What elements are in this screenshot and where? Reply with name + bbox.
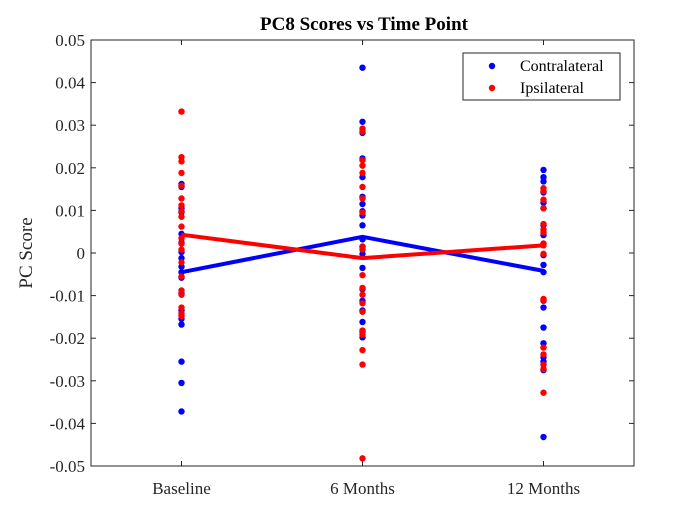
data-point-ipsilateral xyxy=(178,169,185,177)
data-point-contralateral xyxy=(178,408,185,415)
mean-line-contralateral xyxy=(181,234,544,275)
legend-marker-ipsilateral xyxy=(488,84,496,92)
legend-label-contralateral: Contralateral xyxy=(520,58,604,75)
plot-area: -0.05 -0.04 -0.03 -0.02 -0.01 0 0.01 0.02 0.03 0.… xyxy=(50,31,635,498)
data-point-contralateral xyxy=(540,324,547,331)
data-point-ipsilateral xyxy=(359,300,366,307)
y-tick-label: -0.03 xyxy=(50,372,85,391)
data-point-contralateral xyxy=(359,318,366,326)
data-point-ipsilateral xyxy=(540,389,547,396)
y-tick-label: -0.05 xyxy=(50,457,85,476)
data-point-ipsilateral xyxy=(359,284,366,292)
data-point-contralateral xyxy=(359,64,366,71)
data-point-ipsilateral xyxy=(540,365,547,373)
legend-marker-contralateral xyxy=(488,62,496,70)
data-point-ipsilateral xyxy=(178,213,185,220)
data-point-ipsilateral xyxy=(178,259,185,266)
data-point-contralateral xyxy=(540,261,547,269)
data-point-ipsilateral xyxy=(359,291,366,298)
x-tick-label: 12 Months xyxy=(507,479,580,498)
data-point-ipsilateral xyxy=(540,297,547,304)
data-point-ipsilateral xyxy=(359,308,366,315)
data-point-ipsilateral xyxy=(178,202,185,209)
data-point-ipsilateral xyxy=(178,223,185,230)
data-point-ipsilateral xyxy=(178,208,185,215)
data-point-ipsilateral xyxy=(359,128,366,135)
data-point-ipsilateral xyxy=(359,162,366,169)
x-tick-label: 6 Months xyxy=(330,479,395,498)
data-point-ipsilateral xyxy=(540,344,547,351)
y-tick-label: 0.04 xyxy=(55,74,85,93)
y-tick-label: -0.02 xyxy=(50,329,85,348)
legend-label-ipsilateral: Ipsilateral xyxy=(520,80,585,97)
data-point-ipsilateral xyxy=(359,183,366,191)
data-point-contralateral xyxy=(178,358,185,365)
data-point-contralateral xyxy=(178,321,185,328)
data-point-ipsilateral xyxy=(178,240,185,247)
data-point-contralateral xyxy=(540,178,547,185)
data-point-ipsilateral xyxy=(359,271,366,279)
data-point-ipsilateral xyxy=(359,209,366,216)
data-point-ipsilateral xyxy=(178,312,185,320)
data-point-ipsilateral xyxy=(178,273,185,280)
y-tick-label: 0 xyxy=(77,244,86,263)
data-point-ipsilateral xyxy=(178,158,185,165)
chart-title: PC8 Scores vs Time Point xyxy=(260,14,469,35)
data-point-ipsilateral xyxy=(540,220,547,228)
y-tick-label: 0.03 xyxy=(55,116,85,135)
data-point-ipsilateral xyxy=(359,246,366,253)
y-tick-label: -0.04 xyxy=(50,414,86,433)
y-tick-label: 0.01 xyxy=(55,201,85,220)
data-point-ipsilateral xyxy=(178,182,185,189)
y-tick-label: 0.05 xyxy=(55,31,85,50)
data-point-contralateral xyxy=(540,166,547,174)
data-point-ipsilateral xyxy=(359,455,366,462)
data-point-ipsilateral xyxy=(540,250,547,258)
data-point-contralateral xyxy=(359,118,366,125)
data-point-ipsilateral xyxy=(178,304,185,311)
data-point-ipsilateral xyxy=(178,246,185,253)
data-point-ipsilateral xyxy=(540,351,547,358)
data-point-contralateral xyxy=(178,379,185,387)
data-point-contralateral xyxy=(359,200,366,208)
x-tick-label: Baseline xyxy=(152,479,211,498)
data-point-contralateral xyxy=(359,264,366,272)
data-point-ipsilateral xyxy=(359,195,366,202)
data-point-contralateral xyxy=(359,222,366,229)
y-tick-label: 0.02 xyxy=(55,159,85,178)
mean-line-ipsilateral xyxy=(181,232,544,261)
data-point-contralateral xyxy=(540,304,547,311)
data-point-ipsilateral xyxy=(540,188,547,195)
data-point-ipsilateral xyxy=(178,291,185,298)
y-axis-label: PC Score xyxy=(16,217,37,288)
data-point-ipsilateral xyxy=(540,196,547,203)
data-point-ipsilateral xyxy=(359,331,366,338)
data-point-ipsilateral xyxy=(359,346,366,354)
data-point-ipsilateral xyxy=(359,169,366,177)
legend: Contralateral Ipsilateral xyxy=(462,52,621,101)
legend-box xyxy=(462,52,621,101)
data-point-ipsilateral xyxy=(178,108,185,115)
data-point-ipsilateral xyxy=(359,156,366,164)
y-tick-label: -0.01 xyxy=(50,287,85,306)
data-point-ipsilateral xyxy=(178,195,185,202)
data-point-ipsilateral xyxy=(359,361,366,368)
data-point-contralateral xyxy=(540,433,547,441)
data-point-ipsilateral xyxy=(540,205,547,212)
data-point-ipsilateral xyxy=(540,229,547,236)
